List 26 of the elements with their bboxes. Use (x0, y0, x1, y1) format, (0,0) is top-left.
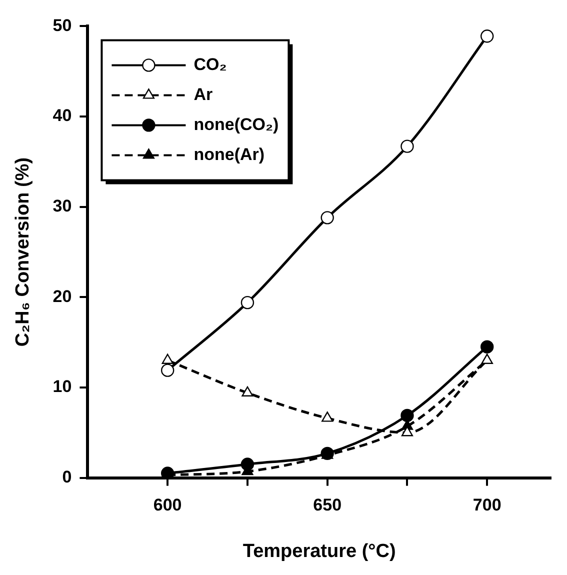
point (242, 386, 254, 396)
point (240, 458, 254, 471)
legend-label: none(CO₂) (194, 114, 279, 134)
point (400, 408, 414, 422)
legend-label: none(Ar) (194, 144, 265, 164)
y-tick-label: 50 (52, 16, 72, 35)
x-tick-label: 600 (153, 496, 182, 515)
point (322, 412, 334, 422)
point (480, 30, 494, 43)
point (240, 296, 254, 310)
y-tick-label: 10 (52, 377, 72, 396)
y-tick-label: 40 (52, 106, 72, 126)
legend-label: CO₂ (194, 54, 227, 74)
x-tick-label: 700 (472, 496, 502, 515)
x-axis-title: Temperature (°C) (242, 540, 396, 562)
point (162, 354, 174, 364)
x-tick-label: 650 (313, 496, 342, 515)
point (160, 364, 174, 377)
y-axis-title: C₂H₆ Conversion (%) (12, 157, 34, 347)
point (480, 340, 494, 354)
y-tick-label: 30 (52, 196, 72, 216)
legend-label: Ar (194, 84, 213, 104)
point (400, 140, 414, 153)
y-tick-label: 0 (62, 467, 72, 486)
point (320, 211, 334, 224)
y-tick-label: 20 (52, 286, 72, 306)
